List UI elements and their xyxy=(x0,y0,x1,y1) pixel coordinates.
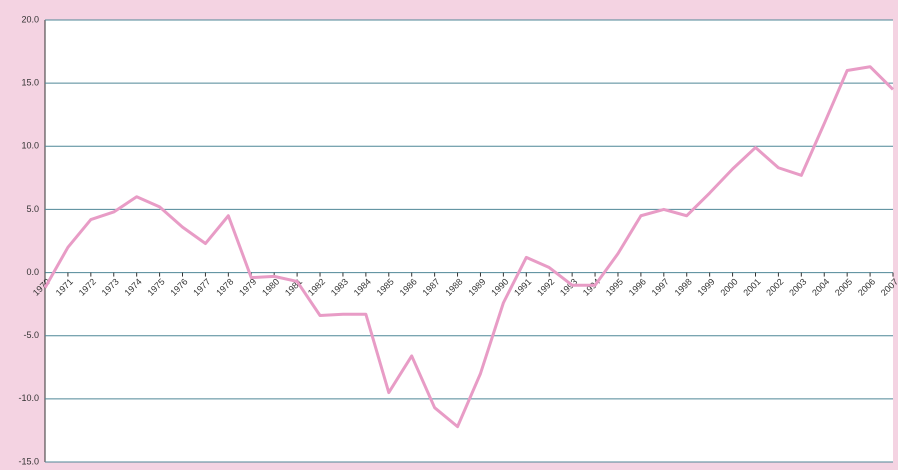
y-tick-label: -15.0 xyxy=(18,456,39,466)
y-tick-label: 10.0 xyxy=(21,141,39,151)
y-tick-label: -10.0 xyxy=(18,393,39,403)
y-tick-label: 0.0 xyxy=(26,267,39,277)
plot-area xyxy=(45,20,893,462)
y-tick-label: 15.0 xyxy=(21,78,39,88)
line-series xyxy=(43,65,895,429)
y-tick-label: 20.0 xyxy=(21,14,39,24)
y-tick-label: -5.0 xyxy=(23,330,39,340)
y-tick-label: 5.0 xyxy=(26,204,39,214)
